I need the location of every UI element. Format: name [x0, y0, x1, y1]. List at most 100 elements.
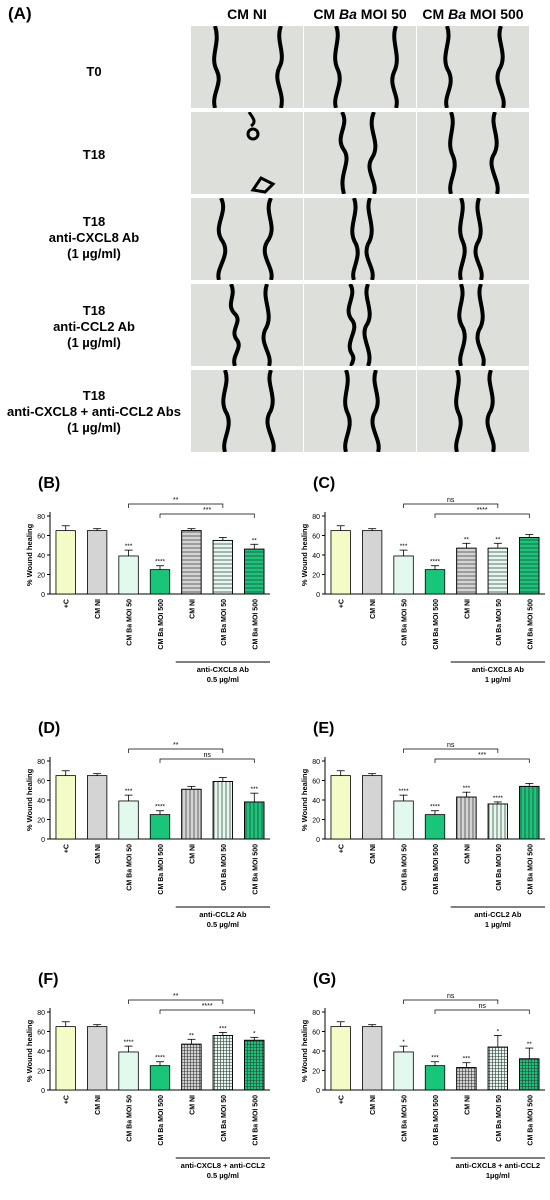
y-axis-label: % Wound healing	[300, 768, 309, 831]
micrograph	[304, 198, 416, 280]
column-header-text: MOI 500	[465, 6, 524, 22]
column-header-text: CM	[422, 6, 449, 22]
significance-label: ****	[399, 788, 410, 795]
group-label: 0.5 µg/ml	[207, 920, 239, 929]
x-tick-label: CM Ba MOI 500	[527, 599, 534, 650]
chart-panel-b: (B) 0 20 40 60 80% Wound healing +C CM NI *** CM …	[0, 466, 275, 684]
comparison-label: **	[173, 993, 179, 1000]
panel-label: (C)	[313, 475, 335, 492]
comparison-bracket	[434, 758, 530, 763]
bar	[149, 1065, 171, 1091]
row-label-line: T18	[82, 388, 106, 403]
y-tick-label: 60	[37, 779, 45, 786]
y-tick-label: 80	[312, 514, 320, 521]
significance-label: ****	[124, 1039, 135, 1046]
column-header-ba-moi-50: CM Ba MOI 50	[304, 6, 416, 22]
bar-chart-svg: (E) 0 20 40 60 80% Wound healing +C CM NI **** CM…	[300, 720, 545, 929]
bar	[362, 1026, 383, 1091]
y-tick-label: 80	[37, 1010, 45, 1017]
y-tick-label: 60	[312, 534, 320, 541]
bar	[55, 530, 76, 595]
comparison-bracket	[403, 503, 499, 508]
group-label: anti-CCL2 Ab	[474, 910, 522, 919]
x-tick-label: CM NI	[464, 1095, 471, 1115]
bar-hatching	[181, 1043, 202, 1091]
x-tick-label: CM NI	[370, 599, 377, 619]
y-axis-label: % Wound healing	[300, 1019, 309, 1082]
row-label: T18	[0, 147, 188, 163]
x-tick-label: +C	[339, 1095, 346, 1104]
group-label: 1 µg/ml	[485, 920, 511, 929]
x-tick-label: CM Ba MOI 50	[402, 844, 409, 891]
panel-a: (A) CM NI CM Ba MOI 50 CM Ba MOI 500 T0 …	[0, 0, 550, 462]
x-tick-label: CM Ba MOI 50	[221, 599, 228, 646]
x-tick-label: CM Ba MOI 50	[402, 1095, 409, 1142]
x-tick-label: +C	[64, 599, 71, 608]
comparison-bracket	[159, 1009, 255, 1014]
row-label-line: T18	[82, 147, 106, 162]
x-tick-label: CM Ba MOI 500	[527, 1095, 534, 1146]
column-header-ba-moi-500: CM Ba MOI 500	[417, 6, 529, 22]
y-tick-label: 0	[316, 837, 320, 844]
bar	[424, 814, 446, 840]
significance-label: **	[252, 537, 258, 544]
micrograph	[417, 370, 529, 452]
bar-hatching	[212, 539, 234, 595]
column-header-cm-ni: CM NI	[191, 6, 303, 22]
bar	[87, 1026, 108, 1091]
significance-label: ***	[463, 1056, 471, 1063]
comparison-label: ns	[478, 1003, 486, 1010]
x-tick-label: CM Ba MOI 50	[127, 844, 134, 891]
significance-label: ****	[155, 804, 166, 811]
x-tick-label: +C	[339, 599, 346, 608]
group-label: 0.5 µg/ml	[207, 1171, 239, 1180]
x-tick-label: CM NI	[189, 1095, 196, 1115]
group-label: anti-CXCL8 + anti-CCL2	[181, 1161, 265, 1170]
y-tick-label: 20	[37, 573, 45, 580]
significance-label: *	[402, 1039, 405, 1046]
x-tick-label: CM Ba MOI 500	[252, 1095, 259, 1146]
bar	[149, 814, 171, 840]
group-label: anti-CXCL8 Ab	[472, 665, 525, 674]
significance-label: ***	[125, 543, 133, 550]
y-tick-label: 60	[37, 534, 45, 541]
micrograph	[191, 112, 303, 194]
bar	[393, 555, 414, 595]
significance-label: ***	[400, 543, 408, 550]
comparison-bracket	[128, 503, 224, 508]
x-tick-label: CM NI	[95, 599, 102, 619]
y-tick-label: 20	[312, 818, 320, 825]
bar	[330, 530, 351, 595]
y-tick-label: 80	[312, 759, 320, 766]
comparison-bracket	[403, 999, 499, 1004]
row-label-line: (1 µg/ml)	[67, 246, 121, 261]
significance-label: *	[497, 1028, 500, 1035]
micrograph	[417, 198, 529, 280]
panel-label: (G)	[313, 971, 336, 988]
micrograph	[304, 370, 416, 452]
y-tick-label: 20	[37, 818, 45, 825]
micrograph	[191, 370, 303, 452]
comparison-label: ns	[203, 752, 211, 759]
bar	[424, 1065, 446, 1091]
comparison-label: ns	[447, 742, 455, 749]
micrograph	[304, 284, 416, 366]
significance-label: ****	[493, 795, 504, 802]
x-tick-label: CM Ba MOI 50	[127, 599, 134, 646]
bar-hatching	[519, 1058, 540, 1091]
significance-label: **	[527, 1041, 533, 1048]
row-label: T0	[0, 64, 188, 80]
row-label: T18 anti-CXCL8 + anti-CCL2 Abs (1 µg/ml)	[0, 388, 188, 436]
significance-label: *	[253, 1030, 256, 1037]
micrograph	[191, 26, 303, 108]
bar-chart-svg: (G) 0 20 40 60 80% Wound healing +C CM NI * CM Ba…	[300, 971, 545, 1180]
bar-hatching	[244, 548, 265, 595]
x-tick-label: CM Ba MOI 500	[433, 1095, 440, 1146]
x-tick-label: CM Ba MOI 50	[127, 1095, 134, 1142]
bar-chart-svg: (D) 0 20 40 60 80% Wound healing +C CM NI *** CM …	[25, 720, 270, 929]
bar-hatching	[456, 796, 477, 840]
x-tick-label: CM Ba MOI 50	[402, 599, 409, 646]
bar-hatching	[519, 537, 540, 595]
significance-label: ***	[219, 1025, 227, 1032]
